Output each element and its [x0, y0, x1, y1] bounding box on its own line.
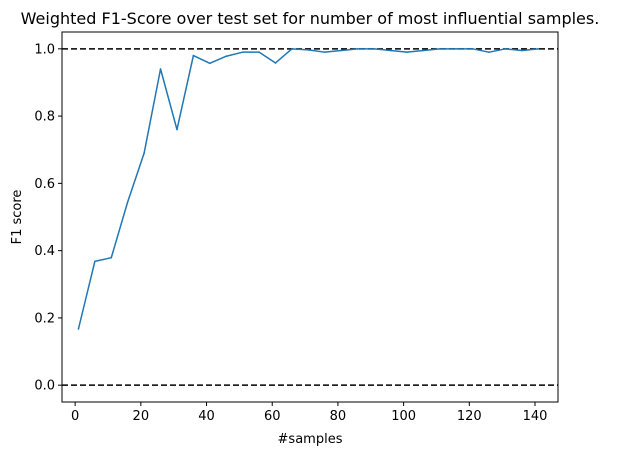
y-axis-ticks: 0.0 0.2 0.4 0.6 0.8 1.0: [34, 42, 62, 394]
x-tick-label: 20: [133, 409, 150, 424]
data-point: [389, 49, 392, 52]
y-tick-label: 0.8: [34, 110, 55, 125]
y-tick-label: 0.0: [34, 379, 55, 394]
data-point: [77, 328, 80, 330]
series-line-0: [77, 48, 539, 330]
y-tick-label: 0.2: [34, 311, 55, 326]
data-point: [504, 48, 507, 50]
data-point: [521, 49, 523, 52]
data-point: [455, 48, 457, 50]
data-point: [537, 48, 540, 50]
data-point: [258, 51, 260, 53]
data-point: [159, 68, 162, 70]
data-point: [94, 260, 96, 263]
data-point: [110, 256, 113, 259]
x-tick-label: 100: [391, 409, 416, 424]
data-point: [471, 48, 474, 50]
data-point: [126, 201, 129, 203]
data-point: [307, 49, 310, 51]
data-point: [274, 62, 277, 64]
chart-title: Weighted F1-Score over test set for numb…: [21, 9, 600, 28]
y-tick-label: 0.6: [34, 177, 55, 192]
x-tick-label: 40: [198, 409, 215, 424]
data-point: [356, 48, 359, 50]
data-point: [340, 49, 343, 52]
data-point: [406, 51, 408, 53]
plot-frame: [61, 31, 559, 403]
x-tick-label: 140: [523, 409, 548, 424]
data-point: [143, 152, 145, 154]
data-point: [291, 48, 293, 50]
x-axis-label: #samples: [278, 432, 343, 447]
data-point: [225, 55, 228, 58]
data-point: [422, 49, 425, 52]
y-tick-label: 0.4: [34, 244, 55, 259]
data-point: [192, 54, 195, 57]
data-point: [176, 128, 178, 131]
x-axis-ticks: 0 20 40 60 80 100 120 140: [71, 402, 547, 424]
x-tick-label: 80: [330, 409, 347, 424]
reference-lines: [62, 48, 558, 386]
y-axis-label: F1 score: [10, 190, 25, 245]
x-tick-label: 60: [264, 409, 281, 424]
data-point: [373, 48, 375, 50]
x-tick-label: 120: [457, 409, 482, 424]
data-point: [209, 62, 211, 65]
data-point: [488, 51, 490, 53]
x-tick-label: 0: [71, 409, 79, 424]
data-point: [323, 51, 326, 53]
y-tick-label: 1.0: [34, 42, 55, 57]
series-layer: [77, 48, 540, 330]
data-point: [241, 51, 244, 53]
data-point: [438, 48, 441, 50]
